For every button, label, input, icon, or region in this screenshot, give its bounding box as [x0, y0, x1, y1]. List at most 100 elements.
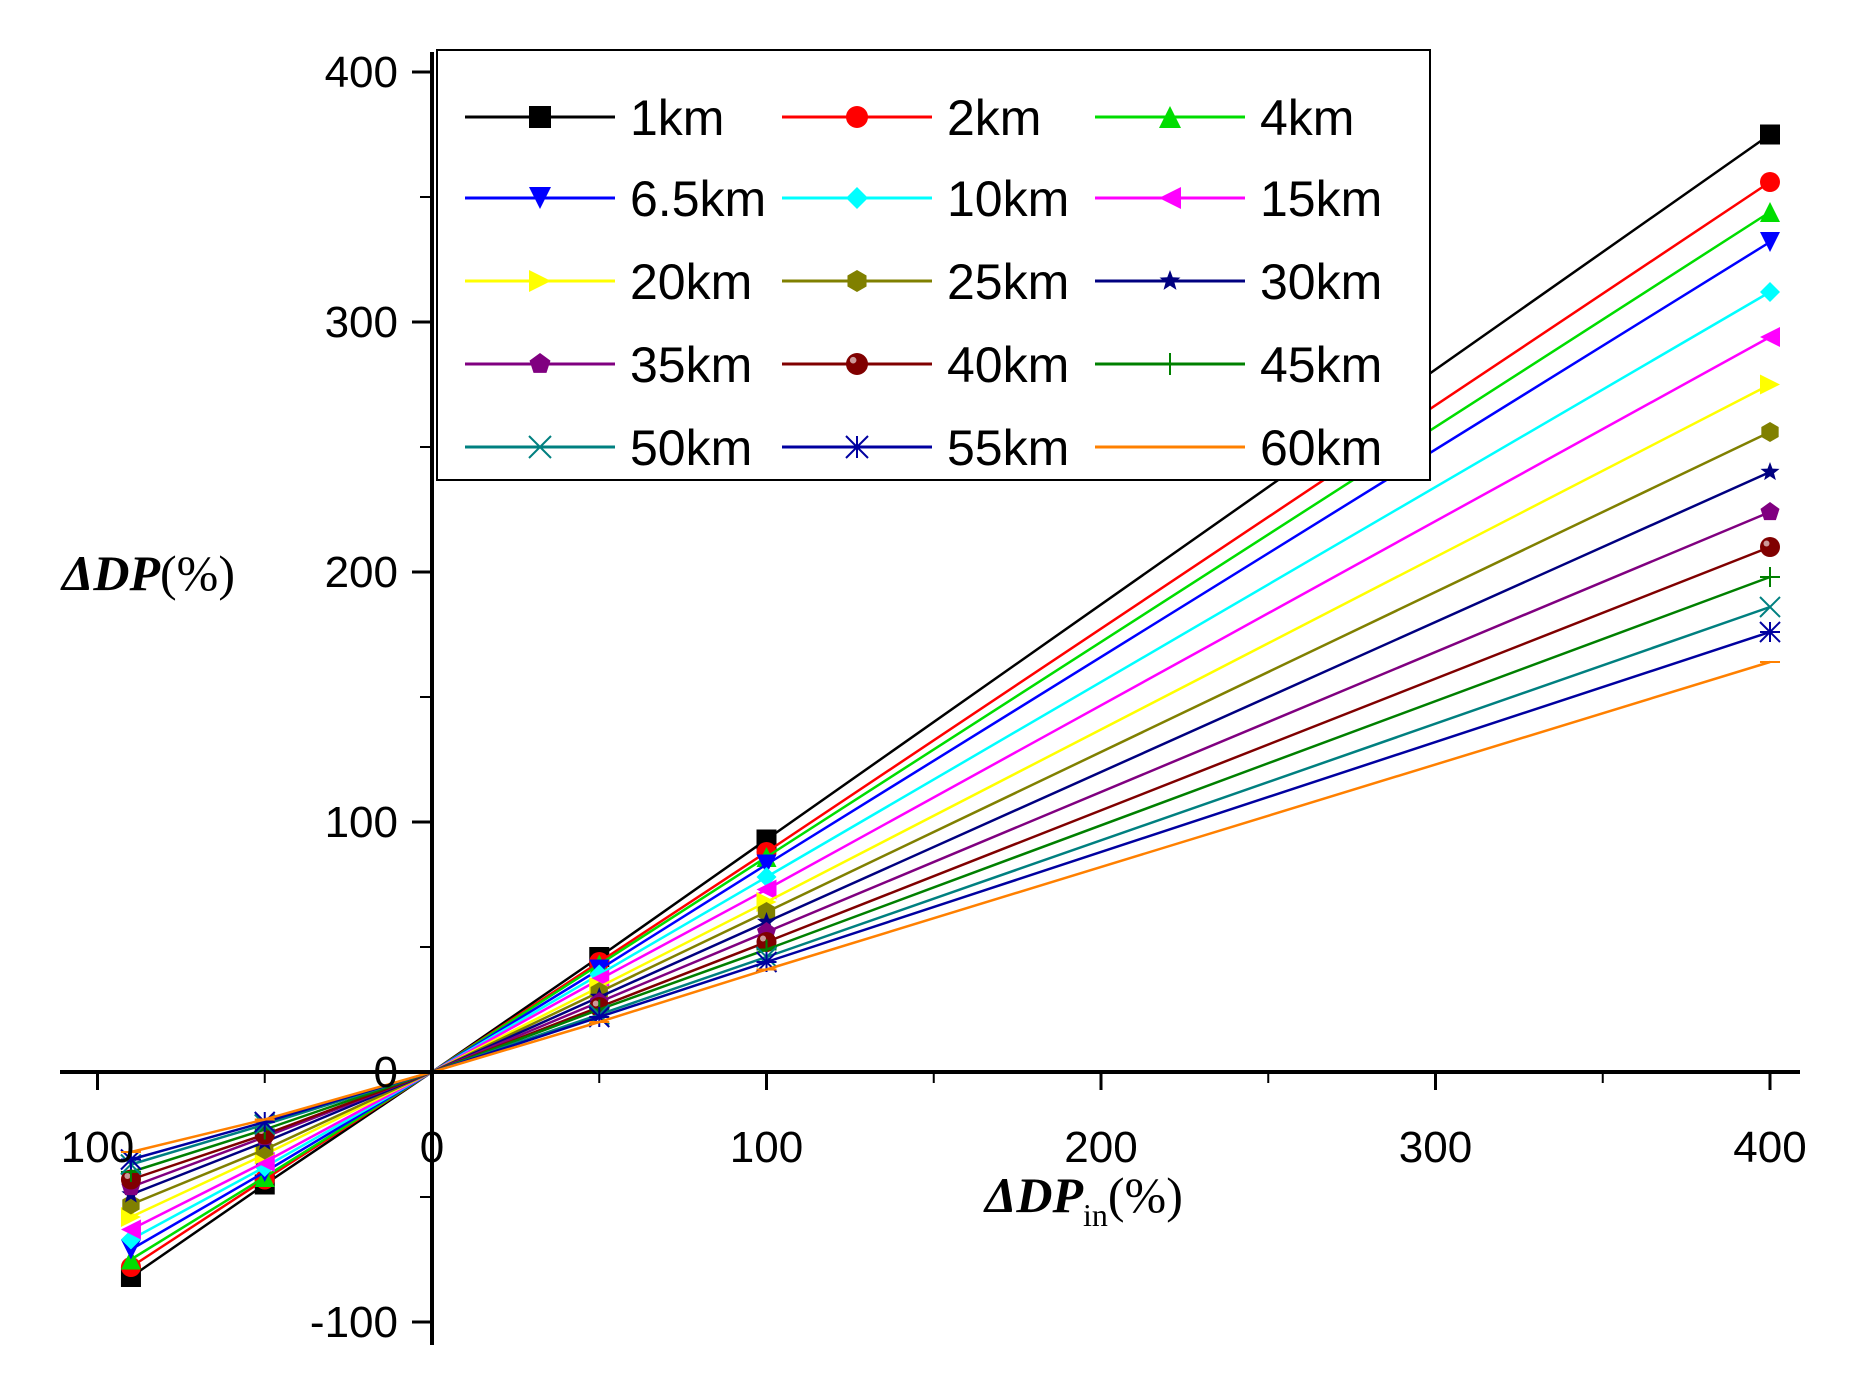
y-tick-label-0: -100: [310, 1298, 398, 1347]
series-line-35km: [130, 510, 1771, 1189]
point-55km-0: [120, 1148, 142, 1171]
point-55km-3: [588, 1006, 610, 1028]
point-50km-5: [1759, 596, 1781, 618]
legend-label-45km: 45km: [1260, 337, 1382, 393]
y-tick-label-4: 300: [325, 298, 398, 347]
point-4km-5: [1760, 202, 1780, 222]
legend-marker-2km: [846, 106, 868, 128]
series-line-10km: [130, 290, 1771, 1241]
point-55km-5: [1759, 621, 1781, 643]
point-20km-0: [120, 1207, 141, 1227]
legend-marker-35km: [529, 353, 551, 373]
legend-marker-1km: [529, 106, 551, 128]
series-line-1km: [130, 133, 1771, 1279]
legend-item-1km: 1km: [465, 90, 724, 146]
legend-marker-10km: [846, 187, 868, 209]
y-tick-label-2: 100: [325, 798, 398, 847]
point-1km-5: [1760, 124, 1780, 145]
series-15km: [120, 327, 1780, 1240]
point-55km-1: [254, 1111, 276, 1133]
legend-marker-55km: [845, 435, 869, 459]
legend-item-15km: 15km: [1095, 171, 1382, 227]
point-6.5km-5: [1760, 232, 1780, 252]
x-tick-label-4: 300: [1399, 1123, 1472, 1172]
legend-label-20km: 20km: [630, 254, 752, 310]
y-axis-title: ΔDP(%): [60, 545, 235, 601]
point-40km-5-shine: [1763, 540, 1770, 547]
series-line-45km: [130, 575, 1771, 1174]
legend: 1km 2km 4km 6.5km 10km 15km 20km 25km 30km 35km 40…: [436, 49, 1431, 481]
series-line-15km: [130, 335, 1771, 1231]
series-line-55km: [130, 630, 1771, 1161]
point-40km-3-shine: [592, 1000, 599, 1007]
x-tick-label-3: 200: [1064, 1123, 1137, 1172]
legend-label-30km: 30km: [1260, 254, 1382, 310]
legend-item-30km: 30km: [1095, 254, 1382, 310]
legend-label-1km: 1km: [630, 90, 724, 146]
legend-label-25km: 25km: [947, 254, 1069, 310]
y-tick-label-5: 400: [325, 48, 398, 97]
point-15km-5: [1760, 327, 1780, 347]
series-line-60km: [130, 660, 1771, 1154]
legend-marker-40km-shine: [849, 356, 857, 364]
legend-marker-40km: [846, 353, 868, 375]
legend-label-15km: 15km: [1260, 171, 1382, 227]
legend-marker-6.5km: [529, 187, 551, 209]
series-60km: [120, 660, 1780, 1154]
series-25km: [122, 422, 1779, 1215]
legend-label-6.5km: 6.5km: [630, 171, 766, 227]
legend-label-55km: 55km: [947, 420, 1069, 476]
legend-item-20km: 20km: [465, 254, 752, 310]
series-line-6.5km: [130, 240, 1771, 1251]
legend-marker-20km: [529, 270, 551, 292]
legend-item-55km: 55km: [782, 420, 1069, 476]
point-6.5km-4: [756, 854, 777, 875]
legend-item-40km: 40km: [782, 337, 1069, 393]
legend-item-50km: 50km: [465, 420, 752, 476]
point-15km-0: [120, 1219, 141, 1240]
legend-item-6.5km: 6.5km: [465, 171, 766, 227]
legend-item-60km: 60km: [1095, 420, 1382, 476]
legend-item-45km: 45km: [1095, 337, 1382, 393]
legend-item-4km: 4km: [1095, 90, 1354, 146]
point-25km-5: [1761, 422, 1779, 442]
point-40km-4-shine: [760, 935, 766, 942]
point-35km-5: [1760, 502, 1780, 521]
legend-label-40km: 40km: [947, 337, 1069, 393]
axes-layer: [60, 52, 1800, 1345]
series-50km: [120, 596, 1781, 1176]
series-line-30km: [130, 470, 1771, 1196]
point-15km-4: [756, 879, 777, 900]
x-tick-label-5: 400: [1733, 1123, 1806, 1172]
x-tick-label-2: 100: [730, 1123, 803, 1172]
x-tick-label-0: 100: [61, 1123, 134, 1172]
x-tick-label-1: 0: [420, 1123, 444, 1172]
y-tick-label-3: 200: [325, 548, 398, 597]
legend-box: [436, 49, 1431, 481]
point-30km-5: [1760, 462, 1780, 481]
legend-label-60km: 60km: [1260, 420, 1382, 476]
legend-label-50km: 50km: [630, 420, 752, 476]
point-30km-4: [756, 912, 777, 931]
point-55km-4: [755, 951, 778, 973]
legend-label-10km: 10km: [947, 171, 1069, 227]
legend-marker-15km: [1159, 187, 1181, 209]
point-40km-5: [1760, 537, 1780, 557]
series-layer: [120, 124, 1781, 1287]
ticks-layer: 100 0 100 200 300 400 -100 0 100 200 300 400: [61, 48, 1807, 1347]
legend-item-25km: 25km: [782, 254, 1069, 310]
legend-label-4km: 4km: [1260, 90, 1354, 146]
point-20km-5: [1760, 374, 1780, 395]
y-tick-label-1: 0: [374, 1048, 398, 1097]
series-55km: [120, 621, 1781, 1171]
legend-marker-25km: [847, 270, 867, 292]
x-axis-title: ΔDPin(%): [983, 1167, 1183, 1233]
legend-marker-30km: [1159, 270, 1181, 290]
point-10km-5: [1760, 282, 1780, 302]
point-40km-0-shine: [124, 1173, 131, 1179]
legend-label-2km: 2km: [947, 90, 1041, 146]
legend-item-2km: 2km: [782, 90, 1041, 146]
legend-marker-50km: [528, 435, 552, 459]
legend-item-10km: 10km: [782, 171, 1069, 227]
